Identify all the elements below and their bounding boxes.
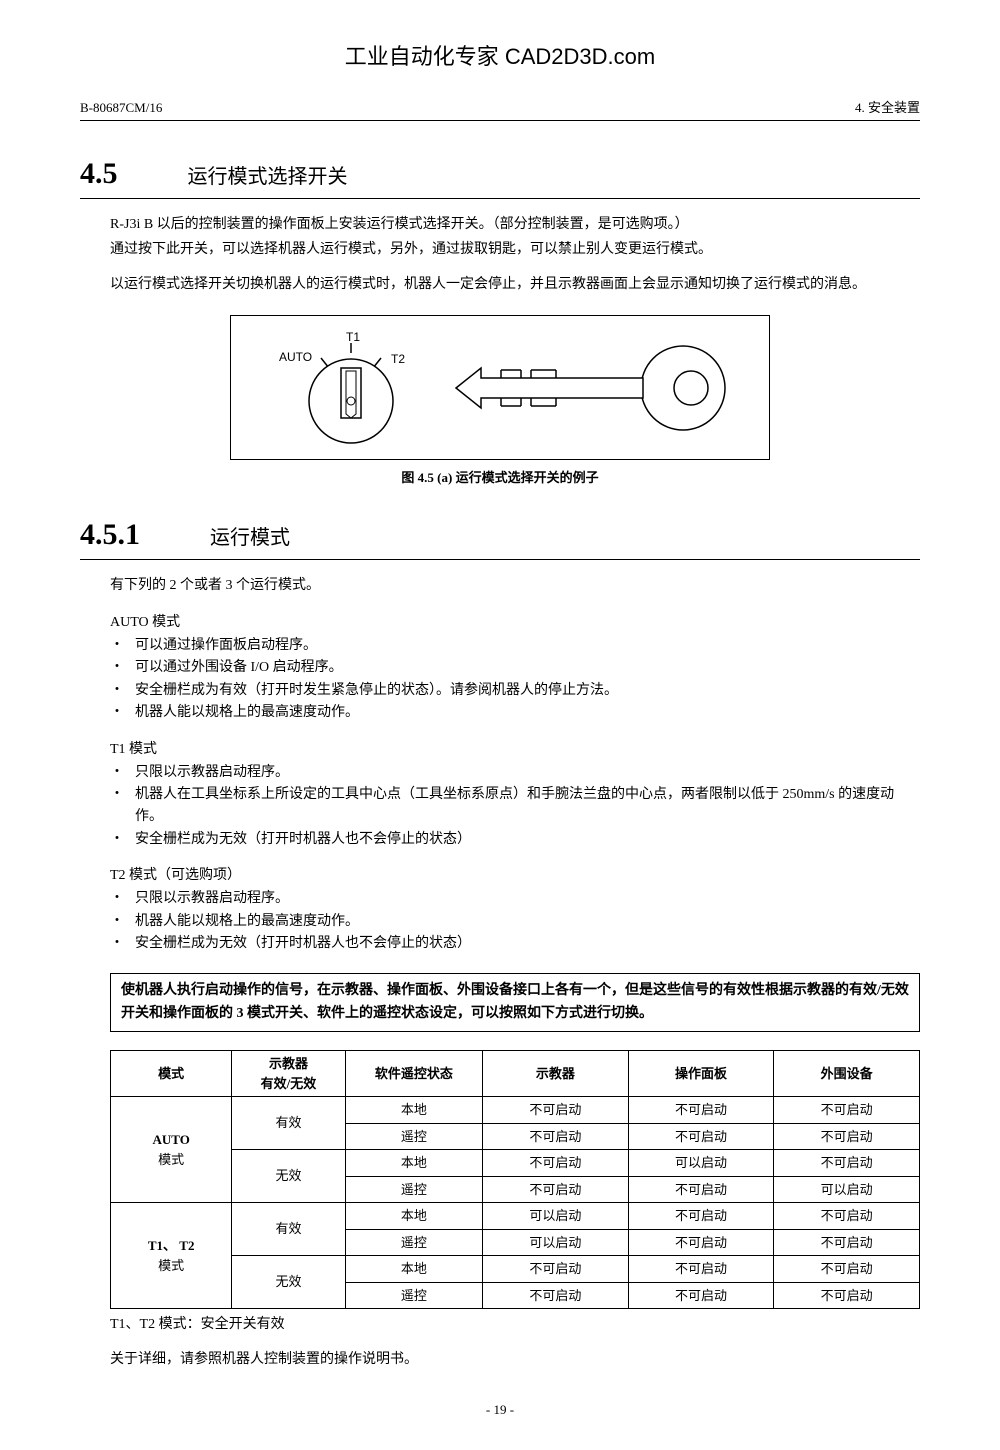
t1-label: T1: [346, 330, 360, 344]
t2-mode-label: T2 模式（可选购项）: [110, 865, 920, 886]
chapter-label: 4. 安全装置: [855, 98, 920, 118]
intro-p3: 以运行模式选择开关切换机器人的运行模式时，机器人一定会停止，并且示教器画面上会显…: [110, 274, 920, 295]
table-header-row: 模式 示教器有效/无效 软件遥控状态 示教器 操作面板 外围设备: [111, 1051, 920, 1097]
th-peri: 外围设备: [774, 1051, 920, 1097]
list-item: ・机器人在工具坐标系上所设定的工具中心点（工具坐标系原点）和手腕法兰盘的中心点，…: [110, 784, 920, 829]
th-teach2: 示教器: [483, 1051, 629, 1097]
t1-mode-list: ・只限以示教器启动程序。 ・机器人在工具坐标系上所设定的工具中心点（工具坐标系原…: [110, 762, 920, 852]
key-diagram-icon: [451, 338, 751, 438]
list-item: ・安全栅栏成为有效（打开时发生紧急停止的状态）。请参阅机器人的停止方法。: [110, 680, 920, 702]
th-teach: 示教器有效/无效: [232, 1051, 345, 1097]
list-item: ・安全栅栏成为无效（打开时机器人也不会停止的状态）: [110, 933, 920, 955]
watermark-text: 工业自动化专家 CAD2D3D.com: [80, 40, 920, 73]
list-item: ・只限以示教器启动程序。: [110, 762, 920, 784]
footnote-2: 关于详细，请参照机器人控制装置的操作说明书。: [110, 1349, 920, 1370]
list-item: ・只限以示教器启动程序。: [110, 888, 920, 910]
note-box: 使机器人执行启动操作的信号，在示教器、操作面板、外围设备接口上各有一个，但是这些…: [110, 973, 920, 1032]
section-number: 4.5: [80, 151, 118, 196]
table-row: 无效 本地 不可启动 可以启动 不可启动: [111, 1150, 920, 1177]
table-row: AUTO模式 有效 本地 不可启动 不可启动 不可启动: [111, 1097, 920, 1124]
auto-mode-label: AUTO 模式: [110, 612, 920, 633]
t1-mode-label: T1 模式: [110, 739, 920, 760]
th-remote: 软件遥控状态: [345, 1051, 483, 1097]
cell-auto-mode: AUTO模式: [111, 1097, 232, 1203]
modes-intro: 有下列的 2 个或者 3 个运行模式。: [110, 575, 920, 596]
list-item: ・机器人能以规格上的最高速度动作。: [110, 911, 920, 933]
table-row: T1、 T2模式 有效 本地 可以启动 不可启动 不可启动: [111, 1203, 920, 1230]
th-panel: 操作面板: [628, 1051, 774, 1097]
list-item: ・安全栅栏成为无效（打开时机器人也不会停止的状态）: [110, 829, 920, 851]
page-number: - 19 -: [80, 1400, 920, 1420]
figure-caption: 图 4.5 (a) 运行模式选择开关的例子: [80, 468, 920, 488]
document-page: 工业自动化专家 CAD2D3D.com B-80687CM/16 4. 安全装置…: [0, 0, 1000, 1450]
section-title: 运行模式选择开关: [188, 162, 348, 192]
section-4-5-1-heading: 4.5.1 运行模式: [80, 512, 920, 560]
table-row: 无效 本地 不可启动 不可启动 不可启动: [111, 1256, 920, 1283]
page-header: B-80687CM/16 4. 安全装置: [80, 98, 920, 121]
footnote-1: T1、T2 模式：安全开关有效: [110, 1314, 920, 1335]
auto-mode-list: ・可以通过操作面板启动程序。 ・可以通过外围设备 I/O 启动程序。 ・安全栅栏…: [110, 635, 920, 725]
list-item: ・可以通过外围设备 I/O 启动程序。: [110, 657, 920, 679]
figure-switch-key: AUTO T1 T2: [230, 315, 770, 460]
list-item: ・机器人能以规格上的最高速度动作。: [110, 702, 920, 724]
t2-label: T2: [391, 352, 405, 366]
auto-label: AUTO: [279, 350, 312, 364]
th-mode: 模式: [111, 1051, 232, 1097]
intro-p2: 通过按下此开关，可以选择机器人运行模式，另外，通过拔取钥匙，可以禁止别人变更运行…: [110, 239, 920, 260]
t2-mode-list: ・只限以示教器启动程序。 ・机器人能以规格上的最高速度动作。 ・安全栅栏成为无效…: [110, 888, 920, 955]
mode-table: 模式 示教器有效/无效 软件遥控状态 示教器 操作面板 外围设备 AUTO模式 …: [110, 1050, 920, 1309]
doc-id: B-80687CM/16: [80, 98, 162, 118]
list-item: ・可以通过操作面板启动程序。: [110, 635, 920, 657]
cell-t-mode: T1、 T2模式: [111, 1203, 232, 1309]
intro-p1: R-J3i B 以后的控制装置的操作面板上安装运行模式选择开关。（部分控制装置，…: [110, 214, 920, 235]
subsection-title: 运行模式: [210, 523, 290, 553]
subsection-number: 4.5.1: [80, 512, 140, 557]
switch-diagram-icon: AUTO T1 T2: [251, 326, 441, 456]
section-4-5-heading: 4.5 运行模式选择开关: [80, 151, 920, 199]
